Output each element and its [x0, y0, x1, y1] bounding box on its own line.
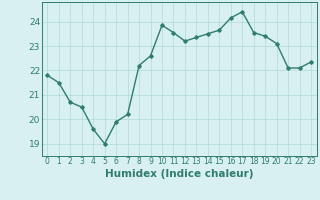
X-axis label: Humidex (Indice chaleur): Humidex (Indice chaleur): [105, 169, 253, 179]
